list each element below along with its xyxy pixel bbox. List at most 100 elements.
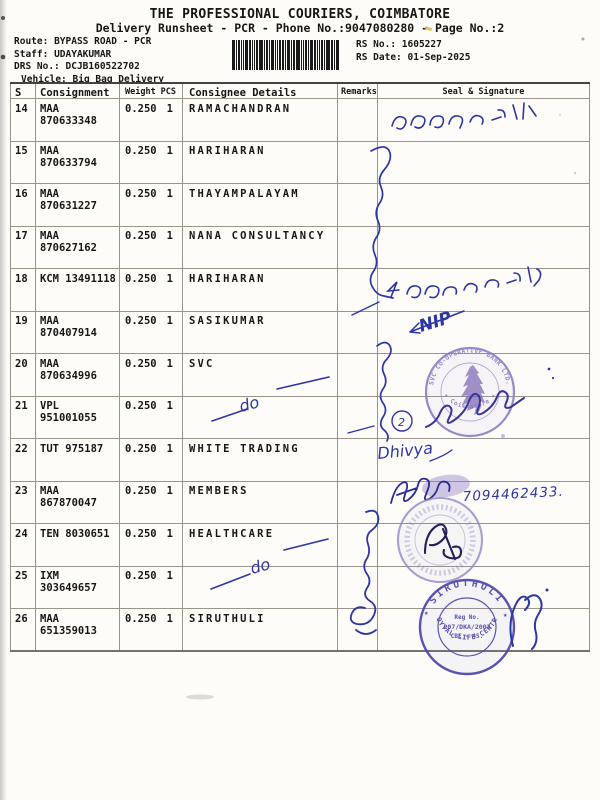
- cell-consignment-no: TUT 975187: [36, 439, 120, 481]
- cell-consignee: THAYAMPALAYAM: [183, 184, 338, 226]
- cell-seal-signature: [378, 226, 590, 268]
- cell-seal-signature: [378, 524, 590, 566]
- table-row: 21 VPL 951001055 0.250 1: [10, 396, 590, 439]
- staff-value: UDAYAKUMAR: [54, 48, 112, 60]
- cell-weight: 0.250: [125, 102, 157, 115]
- runsheet-table: S No Consignment No Weight PCS Consignee…: [10, 82, 590, 652]
- cell-pcs: 1: [166, 612, 173, 625]
- cell-remarks: [338, 524, 378, 566]
- cell-weight-pcs: 0.250 1: [120, 269, 183, 311]
- route-value: BYPASS ROAD - PCR: [54, 36, 152, 47]
- cell-pcs: 1: [166, 230, 173, 242]
- cell-remarks: [338, 439, 378, 481]
- cell-s-no: 18: [10, 269, 36, 311]
- cell-s-no: 15: [10, 141, 36, 183]
- cell-seal-signature: [378, 609, 590, 650]
- cell-weight: 0.250: [125, 187, 157, 200]
- header-consignee-details: Consignee Details: [183, 84, 338, 98]
- cell-pcs: 1: [166, 485, 173, 497]
- barcode: [232, 40, 354, 70]
- cell-consignment-no: VPL 951001055: [36, 396, 120, 438]
- cell-s-no: 22: [10, 439, 36, 481]
- rs-no-value: 1605227: [401, 39, 442, 50]
- cell-pcs: 1: [166, 272, 173, 285]
- table-row: 22 TUT 975187 0.250 1 WHITE TRADING: [10, 439, 590, 482]
- cell-weight: 0.250: [125, 527, 157, 540]
- cell-pcs: 1: [166, 527, 173, 540]
- cell-seal-signature: [378, 311, 590, 353]
- cell-consignment-no: MAA 870634996: [36, 354, 120, 396]
- cell-consignee: WHITE TRADING: [183, 439, 338, 481]
- cell-consignment-no: MAA 651359013: [36, 609, 120, 650]
- cell-s-no: 21: [10, 396, 36, 438]
- document-title: THE PROFESSIONAL COURIERS, COIMBATORE: [149, 7, 451, 22]
- cell-pcs: 1: [166, 570, 173, 582]
- header-info-left: Route: BYPASS ROAD - PCR Staff: UDAYAKUM…: [14, 36, 164, 86]
- cell-consignee: HARIHARAN: [183, 141, 338, 183]
- cell-consignee: HEALTHCARE: [183, 524, 338, 566]
- table-row: 15 MAA 870633794 0.250 1 HARIHARAN: [10, 141, 590, 184]
- cell-remarks: [338, 354, 378, 396]
- cell-s-no: 20: [10, 354, 36, 396]
- cell-s-no: 26: [10, 609, 36, 650]
- cell-remarks: [338, 311, 378, 353]
- cell-consignment-no: IXM 303649657: [36, 566, 120, 608]
- cell-consignment-no: MAA 867870047: [36, 481, 120, 523]
- scan-edge-artifact: [0, 0, 7, 800]
- cell-weight: 0.250: [125, 570, 157, 582]
- cell-s-no: 14: [10, 99, 36, 141]
- table-row: 20 MAA 870634996 0.250 1 SVC: [10, 354, 590, 397]
- cell-consignment-no: MAA 870633348: [36, 99, 120, 141]
- table-row: 17 MAA 870627162 0.250 1 NANA CONSULTANC…: [10, 226, 590, 269]
- cell-consignment-no: MAA 870407914: [36, 311, 120, 353]
- cell-s-no: 19: [10, 311, 36, 353]
- cell-s-no: 23: [10, 481, 36, 523]
- cell-remarks: [338, 481, 378, 523]
- header-s-no: S No: [10, 84, 36, 98]
- header-weight-pcs: Weight PCS: [120, 84, 183, 98]
- cell-consignment-no: KCM 13491118: [36, 269, 120, 311]
- header-consignment-no: Consignment No: [36, 84, 120, 98]
- cell-consignee: HARIHARAN: [183, 269, 338, 311]
- cell-weight-pcs: 0.250 1: [120, 311, 183, 353]
- document-subtitle: Delivery Runsheet - PCR - Phone No.:9047…: [95, 21, 505, 35]
- cell-consignee: SASIKUMAR: [183, 311, 338, 353]
- cell-remarks: [338, 566, 378, 608]
- vehicle-label: Vehicle:: [21, 73, 67, 85]
- table-row: 24 TEN 8030651 0.250 1 HEALTHCARE: [10, 524, 590, 567]
- cell-weight-pcs: 0.250 1: [120, 439, 183, 481]
- staff-line: Staff: UDAYAKUMAR: [14, 49, 164, 62]
- cell-weight-pcs: 0.250 1: [120, 226, 183, 268]
- route-line: Route: BYPASS ROAD - PCR: [14, 36, 164, 49]
- cell-s-no: 16: [10, 184, 36, 226]
- vehicle-line: Vehicle: Big Bag Delivery: [14, 74, 164, 87]
- header-pcs: PCS: [160, 86, 176, 97]
- cell-consignee: MEMBERS: [183, 481, 338, 523]
- cell-pcs: 1: [166, 400, 173, 412]
- cell-consignee: SVC: [183, 354, 338, 396]
- cell-consignee: RAMACHANDRAN: [183, 99, 338, 141]
- staff-label: Staff:: [14, 48, 49, 60]
- cell-weight-pcs: 0.250 1: [120, 609, 183, 650]
- vehicle-value: Big Bag Delivery: [72, 73, 165, 85]
- cell-consignee: NANA CONSULTANCY: [183, 226, 338, 268]
- cell-weight-pcs: 0.250 1: [120, 524, 183, 566]
- cell-weight-pcs: 0.250 1: [120, 566, 183, 608]
- cell-remarks: [338, 99, 378, 141]
- cell-s-no: 24: [10, 524, 36, 566]
- rs-date-value: 01-Sep-2025: [407, 52, 471, 63]
- cell-pcs: 1: [166, 357, 173, 370]
- cell-remarks: [338, 609, 378, 650]
- table-body: 14 MAA 870633348 0.250 1 RAMACHANDRAN 15…: [10, 99, 590, 652]
- rs-date-line: RS Date: 01-Sep-2025: [356, 51, 470, 64]
- cell-remarks: [338, 141, 378, 183]
- cell-consignee: SIRUTHULI: [183, 609, 338, 650]
- cell-weight-pcs: 0.250 1: [120, 99, 183, 141]
- cell-s-no: 17: [10, 226, 36, 268]
- cell-seal-signature: [378, 481, 590, 523]
- cell-weight: 0.250: [125, 230, 157, 242]
- rs-no-line: RS No.: 1605227: [356, 38, 470, 51]
- cell-seal-signature: [378, 439, 590, 481]
- cell-weight: 0.250: [125, 442, 157, 455]
